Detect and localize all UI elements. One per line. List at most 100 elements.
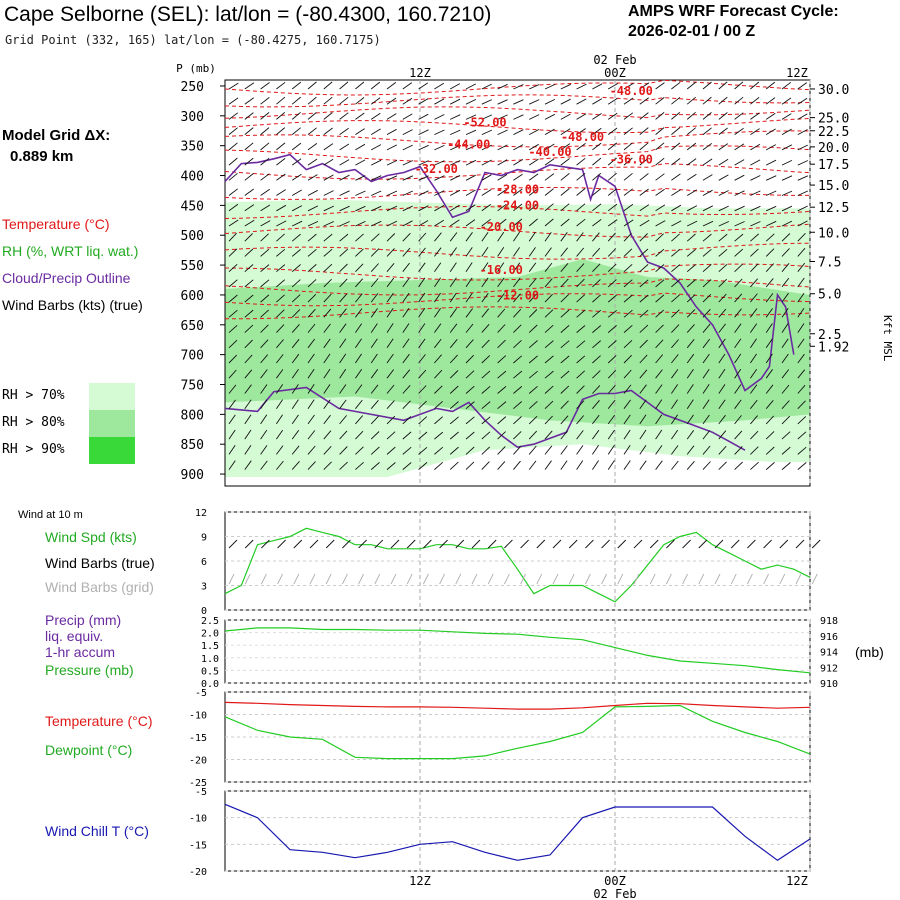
legend-wind-barbs-true: Wind Barbs (true) [45, 555, 155, 571]
wind-barb-true [779, 539, 789, 549]
wind-barb [560, 188, 570, 196]
wind-barb [449, 401, 459, 410]
wind-barb-true [747, 539, 756, 549]
wind-barb [449, 247, 457, 257]
wind-barb [481, 324, 490, 333]
wind-barb [513, 218, 523, 227]
wind-barb [528, 385, 538, 394]
wind-barb [781, 144, 793, 151]
wind-barb-grid [649, 573, 656, 585]
wind-barb [244, 384, 252, 394]
wind-barb [434, 190, 445, 196]
wind-barb [371, 190, 382, 196]
wind-barb [765, 248, 775, 257]
wind-barb [797, 384, 806, 394]
wind-barb [434, 129, 445, 136]
wind-barb [402, 232, 411, 242]
wind-barb [750, 293, 758, 303]
wind-barb [655, 248, 665, 257]
wind-barb [797, 160, 808, 166]
wind-barb [528, 309, 538, 318]
wind-barb [291, 461, 300, 470]
wind-barb [592, 414, 600, 425]
wind-barb [718, 353, 726, 364]
wind-barb [671, 142, 681, 151]
wind-barb [465, 83, 477, 90]
wind-barb [355, 81, 365, 90]
wind-barb [323, 263, 333, 273]
wind-barb [276, 264, 286, 273]
wind-barb [686, 414, 694, 425]
wind-barb [323, 190, 334, 196]
wind-barb [623, 339, 633, 349]
wind-barb [339, 293, 348, 303]
wind-barb [418, 220, 429, 227]
wind-barb [671, 399, 678, 409]
wind-barb [765, 462, 775, 470]
wind-barb [402, 369, 411, 379]
wind-barb [639, 354, 648, 364]
wind-barb [228, 142, 238, 151]
pressure-tick-label-0: 910 [820, 679, 838, 690]
wind-barb-grid [374, 573, 381, 585]
forecast-cycle-value: 2026-02-01 / 00 Z [628, 23, 756, 40]
wind-barb [434, 446, 444, 455]
wind-barb [781, 292, 789, 303]
wind-barb [386, 415, 396, 425]
wind-barb [355, 368, 363, 379]
wind-barb [355, 190, 366, 196]
wind-barb [560, 247, 568, 257]
wind-barb [228, 97, 239, 105]
wind-barb [434, 262, 442, 272]
wind-barb [797, 431, 807, 440]
wind-barb [418, 113, 429, 120]
wind-barb [655, 354, 664, 364]
wind-barb [718, 81, 728, 90]
wind-barb [576, 370, 586, 379]
wind-barb [465, 401, 475, 410]
wind-barb [402, 144, 413, 151]
windchill-tick-label--10: -10 [189, 814, 207, 825]
wind-barb [592, 385, 601, 394]
rh-swatch-90 [89, 437, 135, 464]
wind-barb-grid [811, 573, 818, 585]
wind-barb [781, 175, 793, 181]
cloud-outline-lower [224, 386, 746, 451]
wind-barb [734, 461, 743, 470]
wind-barb-true [325, 539, 335, 549]
legend-precip-liq: liq. equiv. [45, 628, 104, 644]
wind-barb [781, 277, 790, 288]
wind-barb-grid [795, 573, 802, 585]
wind-barb [291, 445, 300, 455]
wind-barb [623, 369, 632, 379]
wind-barb [528, 278, 537, 288]
wind-barb [481, 247, 489, 257]
isotherm-line-6 [224, 163, 811, 180]
wind-barb [291, 324, 300, 333]
kft-tick-label-1: 25.0 [818, 112, 849, 127]
wind-barb [750, 338, 757, 349]
wind-barb [623, 142, 633, 151]
wind-barb [734, 368, 742, 379]
wind-barb [228, 82, 239, 90]
wind-barb [655, 142, 665, 151]
wind-barb [244, 429, 252, 440]
wind-barb [355, 308, 363, 318]
wind-barb [560, 445, 568, 455]
wind-barb [592, 247, 601, 257]
wind-barb [497, 231, 505, 242]
wind-barb-grid [714, 573, 721, 585]
wind-barb [607, 97, 618, 105]
precip-tick-label-0: 0.0 [201, 679, 219, 690]
wind-barb [418, 354, 426, 364]
wind-barb [750, 368, 758, 379]
wind-barb [402, 292, 410, 303]
wind-barb [291, 142, 302, 151]
wind-barb [765, 353, 773, 364]
wind-barb [513, 416, 522, 425]
wind-barb [481, 114, 492, 120]
wind-barb [592, 309, 602, 318]
wind-barb [276, 354, 284, 364]
wind-barb [797, 82, 808, 90]
wind-barb [576, 98, 587, 105]
